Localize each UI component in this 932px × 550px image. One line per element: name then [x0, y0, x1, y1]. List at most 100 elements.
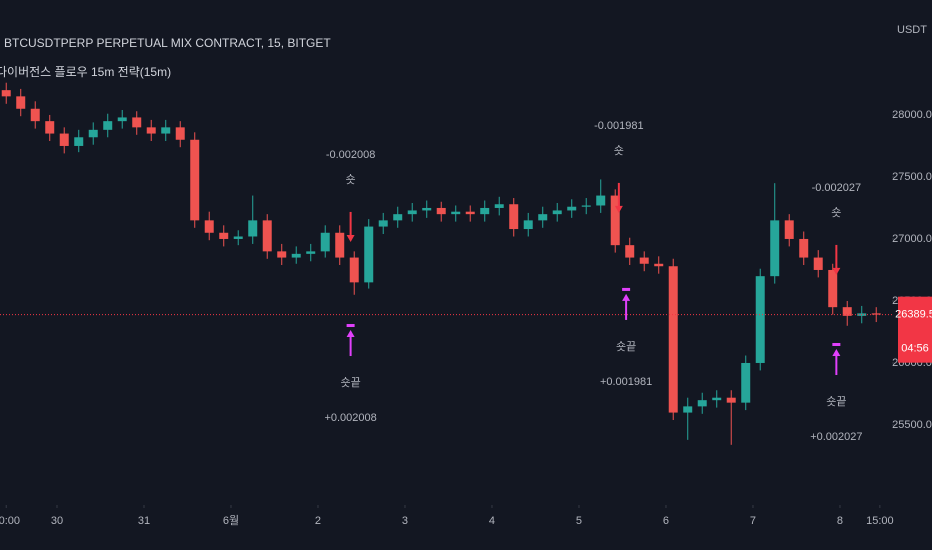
candle-body	[30, 108, 40, 122]
candle-body	[422, 207, 432, 211]
x-tick-label: 3	[402, 515, 408, 527]
candle-body	[480, 207, 490, 215]
x-tick-label: 6	[663, 515, 669, 527]
candle-body	[59, 133, 69, 146]
candle-body	[842, 307, 852, 316]
price-badge	[898, 296, 932, 363]
exit-value: +0.002008	[324, 412, 376, 424]
candle-body	[509, 204, 519, 230]
exit-label: 숏끝	[616, 340, 636, 353]
candle-body	[335, 232, 345, 258]
short-value: -0.002027	[812, 182, 862, 194]
x-tick-label: 15:00	[866, 515, 894, 527]
candle-body	[132, 117, 142, 128]
x-tick-label: 31	[138, 515, 150, 527]
candle-body	[161, 127, 171, 134]
candle-body	[291, 253, 301, 258]
candle-body	[204, 220, 214, 233]
x-tick-label: 5	[576, 515, 582, 527]
candle-body	[103, 121, 113, 130]
short-label: 숏	[346, 173, 356, 186]
candle-body	[277, 251, 287, 258]
candle-body	[712, 397, 722, 401]
candle-body	[451, 211, 461, 215]
candle-body	[871, 313, 881, 315]
y-tick-label: 27000.0	[892, 233, 932, 245]
candle-body	[813, 257, 823, 270]
exit-marker	[346, 324, 355, 328]
candle-body	[494, 204, 504, 208]
x-tick-label: 8	[837, 515, 843, 527]
candle-body	[306, 251, 316, 254]
exit-label: 숏끝	[826, 395, 846, 408]
currency: USDT	[897, 24, 927, 36]
candle-body	[799, 238, 809, 258]
y-tick-label: 28000.0	[892, 109, 932, 121]
candle-body	[378, 220, 388, 227]
candle-body	[654, 263, 664, 267]
candle-body	[248, 220, 258, 237]
exit-value: +0.001981	[600, 376, 652, 388]
chart-subtitle: 다이버전스 플로우 15m 전략(15m)	[0, 65, 171, 79]
short-arrow-head	[832, 267, 841, 275]
price-badge-label: 26389.5	[895, 309, 932, 321]
candle-body	[45, 121, 55, 134]
short-value: -0.002008	[326, 149, 376, 161]
candle-body	[683, 406, 693, 413]
x-tick-label: 30	[51, 515, 63, 527]
short-label: 숏	[614, 144, 624, 157]
candle-body	[190, 139, 200, 221]
candle-body	[175, 127, 185, 140]
candle-body	[407, 210, 417, 215]
short-value: -0.001981	[594, 120, 644, 132]
candle-body	[117, 117, 127, 122]
short-arrow-head	[346, 234, 355, 242]
candle-body	[697, 400, 707, 407]
candle-body	[262, 220, 272, 252]
candle-body	[625, 245, 635, 258]
exit-label: 숏끝	[340, 376, 360, 389]
y-tick-label: 25500.0	[892, 419, 932, 431]
candle-body	[567, 206, 577, 211]
candle-body	[639, 257, 649, 264]
candle-body	[755, 276, 765, 363]
x-tick-label: 2	[315, 515, 321, 527]
candle-body	[610, 195, 620, 246]
candle-body	[596, 195, 606, 206]
candle-body	[219, 232, 229, 239]
short-arrow-head	[614, 205, 623, 213]
candle-body	[581, 205, 591, 207]
exit-marker	[622, 287, 631, 291]
candle-body	[784, 220, 794, 239]
x-tick-label: 10:00	[0, 515, 20, 527]
exit-arrow-head	[832, 348, 841, 356]
x-tick-label: 7	[750, 515, 756, 527]
candle-body	[393, 214, 403, 221]
candle-body	[538, 214, 548, 221]
candle-body	[364, 226, 374, 283]
candle-body	[436, 207, 446, 215]
candle-body	[741, 362, 751, 403]
countdown: 04:56	[901, 343, 929, 355]
candle-body	[349, 257, 359, 283]
candle-body	[146, 127, 156, 134]
y-tick-label: 27500.0	[892, 171, 932, 183]
x-tick-label: 4	[489, 515, 495, 527]
candle-body	[726, 397, 736, 403]
candle-body	[828, 269, 838, 308]
exit-arrow-head	[346, 330, 355, 338]
exit-value: +0.002027	[810, 431, 862, 443]
exit-arrow-head	[622, 293, 631, 301]
candle-body	[88, 129, 98, 138]
short-label: 숏	[831, 206, 841, 219]
candle-body	[74, 137, 84, 146]
candle-body	[523, 220, 533, 230]
candle-body	[668, 266, 678, 413]
candle-body	[233, 236, 243, 239]
candle-body	[770, 220, 780, 277]
candle-body	[552, 210, 562, 215]
candle-body	[1, 90, 11, 97]
candle-body	[320, 232, 330, 252]
